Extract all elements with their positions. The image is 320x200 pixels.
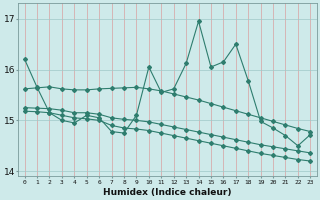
X-axis label: Humidex (Indice chaleur): Humidex (Indice chaleur) bbox=[103, 188, 232, 197]
